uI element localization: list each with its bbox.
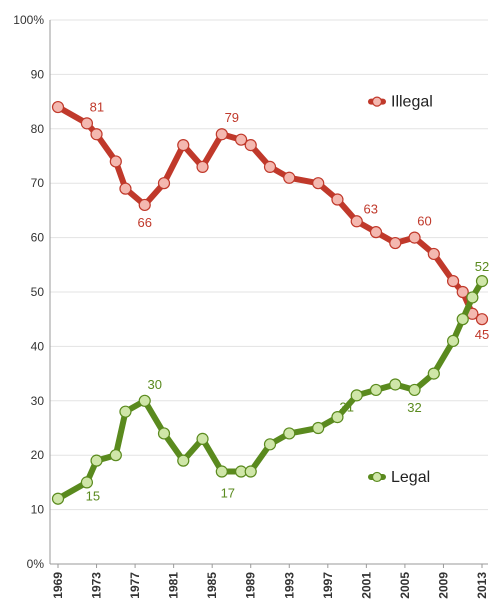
data-point-legal	[427, 367, 440, 380]
legend-swatch-marker	[371, 96, 383, 107]
data-point-illegal	[51, 100, 65, 114]
data-label-legal: 52	[475, 259, 489, 274]
data-point-legal	[119, 405, 132, 418]
data-point-legal	[369, 383, 383, 397]
y-tick-label: 80	[31, 122, 45, 136]
x-axis: 1969 1973 1977 1981 1985 1989 1993 1997 2001 2005…	[50, 563, 489, 599]
data-point-legal	[51, 492, 65, 505]
data-point-legal	[196, 432, 209, 445]
y-tick-label: 10	[31, 503, 45, 517]
data-point-legal	[475, 275, 489, 288]
data-point-legal	[466, 291, 479, 304]
legend-label-illegal: Illegal	[391, 94, 433, 111]
x-tick-label: 2005	[398, 572, 412, 599]
data-point-legal	[90, 454, 103, 467]
y-tick-label: 70	[31, 176, 45, 190]
data-point-legal	[350, 389, 363, 402]
y-tick-label: 0%	[27, 557, 45, 571]
data-label-legal: 32	[407, 400, 421, 415]
data-point-legal	[215, 465, 228, 478]
y-tick-label: 60	[31, 231, 45, 245]
data-point-illegal	[456, 285, 469, 299]
data-point-legal	[80, 476, 94, 489]
data-point-illegal	[109, 155, 122, 168]
data-point-legal	[283, 427, 296, 440]
y-tick-label: 20	[31, 448, 45, 462]
data-point-illegal	[369, 226, 383, 239]
data-point-illegal	[138, 198, 151, 212]
data-point-legal	[177, 454, 190, 467]
x-tick-label: 1969	[51, 572, 65, 599]
data-point-illegal	[80, 117, 94, 130]
data-point-illegal	[475, 313, 489, 326]
legend-label-legal: Legal	[391, 469, 430, 486]
data-point-illegal	[283, 171, 296, 184]
y-tick-label: 40	[31, 339, 45, 353]
series-illegal	[51, 100, 489, 326]
data-point-illegal	[244, 139, 257, 152]
data-point-legal	[263, 438, 277, 451]
data-label-legal: 31	[339, 399, 353, 414]
data-point-illegal	[196, 160, 209, 173]
x-tick-label: 1989	[244, 572, 258, 599]
data-label-illegal: 63	[363, 201, 377, 216]
data-point-illegal	[408, 231, 421, 244]
legend: Illegal Legal	[368, 94, 433, 486]
series-layer	[51, 100, 489, 505]
data-point-illegal	[331, 193, 344, 206]
x-tick-label: 1973	[90, 572, 104, 599]
data-point-illegal	[446, 275, 460, 288]
y-axis: 0% 10 20 30 40 50 60 70 80 90 100%	[13, 13, 51, 571]
data-point-legal	[138, 394, 151, 407]
data-point-illegal	[350, 215, 363, 228]
data-label-illegal: 45	[475, 327, 489, 342]
data-point-legal	[109, 449, 122, 462]
data-point-legal	[446, 334, 460, 348]
data-label-illegal: 66	[137, 215, 151, 230]
data-point-legal	[331, 411, 344, 424]
data-label-illegal: 79	[225, 110, 239, 125]
data-point-illegal	[263, 160, 277, 173]
data-label-legal: 17	[221, 486, 235, 501]
x-tick-label: 1997	[321, 572, 335, 599]
data-label-illegal: 81	[90, 99, 104, 114]
data-point-legal	[312, 421, 325, 435]
data-label-legal: 15	[86, 488, 100, 503]
data-point-illegal	[234, 133, 248, 146]
x-tick-label: 1993	[282, 572, 296, 599]
x-tick-label: 1977	[128, 572, 142, 599]
data-point-legal	[456, 313, 469, 326]
x-tick-label: 2013	[475, 572, 489, 599]
y-tick-label: 50	[31, 285, 45, 299]
legend-item-legal: Legal	[368, 469, 430, 486]
data-point-legal	[244, 465, 257, 478]
x-tick-label: 2009	[436, 572, 450, 599]
data-point-illegal	[312, 177, 325, 190]
data-point-illegal	[177, 139, 190, 152]
data-labels: 81 66 79 63 60 45 15 30 17 31 32 52	[86, 99, 490, 503]
data-point-legal	[389, 378, 402, 391]
data-point-illegal	[90, 128, 103, 141]
data-point-illegal	[119, 182, 132, 195]
data-label-illegal: 60	[417, 214, 431, 229]
series-legal	[51, 275, 489, 505]
x-tick-label: 1985	[205, 572, 219, 599]
data-label-legal: 30	[147, 377, 161, 392]
x-tick-label: 1981	[167, 572, 181, 599]
legend-item-illegal: Illegal	[368, 94, 433, 111]
data-point-illegal	[389, 236, 402, 250]
data-point-legal	[157, 427, 171, 440]
data-point-legal	[408, 383, 421, 397]
data-point-illegal	[215, 128, 228, 141]
y-tick-label: 90	[31, 67, 45, 81]
y-tick-label: 100%	[13, 13, 44, 27]
data-point-illegal	[427, 247, 440, 261]
y-tick-label: 30	[31, 394, 45, 408]
data-point-illegal	[157, 177, 171, 190]
legend-swatch-marker	[371, 471, 383, 483]
x-tick-label: 2001	[359, 572, 373, 599]
